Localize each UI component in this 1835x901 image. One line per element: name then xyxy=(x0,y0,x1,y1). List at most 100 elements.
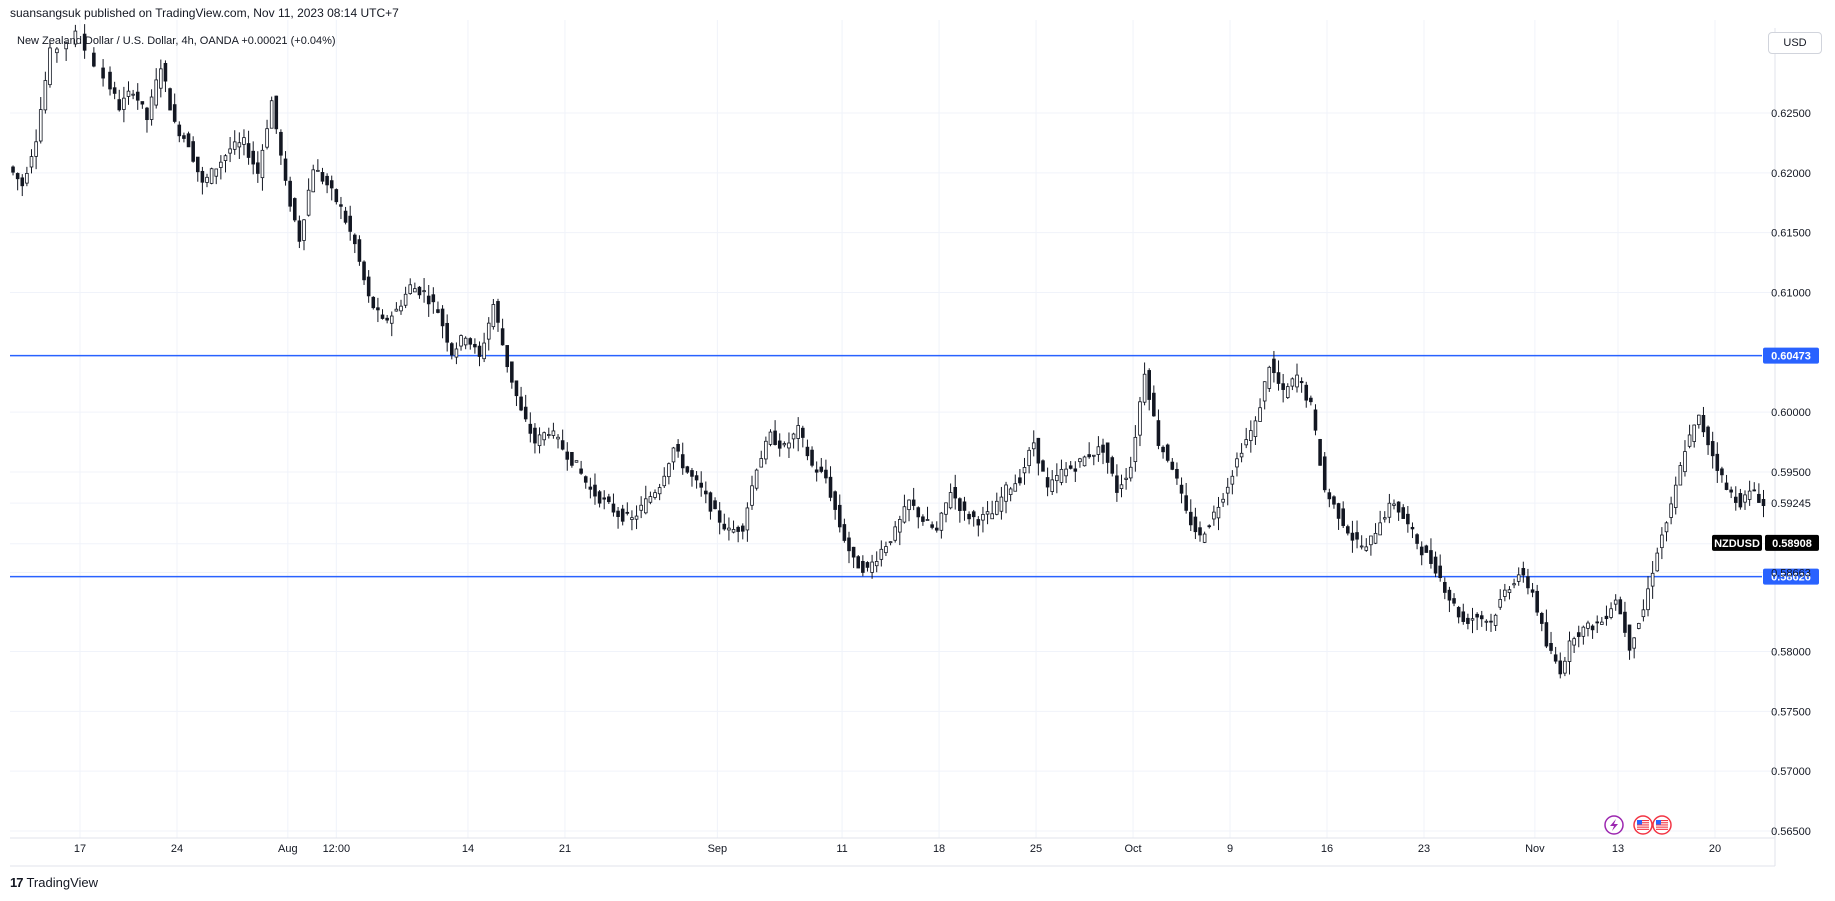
candle xyxy=(907,499,911,522)
candle xyxy=(297,215,302,249)
lightning-event-icon[interactable] xyxy=(1604,815,1624,835)
candle-body xyxy=(1276,372,1281,384)
event-markers[interactable] xyxy=(1604,815,1672,835)
candle-body xyxy=(1687,434,1692,447)
candle xyxy=(1406,505,1410,533)
candle xyxy=(302,219,306,251)
candle-body xyxy=(708,492,713,512)
currency-button[interactable]: USD xyxy=(1768,32,1822,54)
candle xyxy=(1549,631,1553,655)
candle-body xyxy=(861,561,865,573)
axes: 0.60473 0.58626 0.62500 0.62000 0.61500 0.610… xyxy=(10,28,1819,867)
candle-body xyxy=(1188,511,1193,526)
candle xyxy=(1022,457,1027,485)
candle xyxy=(1124,468,1128,490)
candle-body xyxy=(1567,640,1572,662)
candle-body xyxy=(1650,572,1655,587)
candle-body xyxy=(1175,468,1179,479)
candle-body xyxy=(1470,618,1475,621)
candle xyxy=(560,429,565,451)
candle xyxy=(251,141,255,175)
candle-body xyxy=(1720,468,1724,476)
flag-stripe xyxy=(1656,826,1668,828)
candle-body xyxy=(1429,550,1433,564)
candle-body xyxy=(667,463,671,478)
candle-body xyxy=(625,511,630,514)
candle xyxy=(1309,395,1313,406)
candle xyxy=(1101,438,1105,465)
x-tick-label: 14 xyxy=(462,843,474,855)
candle xyxy=(791,432,796,449)
candle-body xyxy=(1133,436,1138,463)
candle xyxy=(736,525,740,543)
tradingview-logo-icon: 17 xyxy=(10,875,24,890)
candle-body xyxy=(353,234,357,245)
candle-body xyxy=(1165,444,1170,461)
candle-body xyxy=(1678,465,1683,486)
us-flag-event-icon[interactable] xyxy=(1633,815,1653,835)
candle xyxy=(1544,609,1549,649)
candle-body xyxy=(477,345,482,357)
hline-price-label: 0.60473 xyxy=(1771,351,1811,363)
flag-stripe xyxy=(1637,820,1649,822)
candle-body xyxy=(971,511,976,518)
candle-body xyxy=(265,128,269,148)
candle-body xyxy=(20,177,25,187)
candle-body xyxy=(1221,498,1225,503)
candle xyxy=(842,518,847,543)
tradingview-brand[interactable]: 17 TradingView xyxy=(10,875,98,890)
candle-body xyxy=(1373,532,1378,544)
candle-body xyxy=(833,491,837,510)
candle-body xyxy=(117,99,122,111)
candle-body xyxy=(1073,468,1078,472)
horizontal-lines xyxy=(10,354,1762,578)
candle-body xyxy=(463,337,468,346)
candle-body xyxy=(1613,599,1618,605)
candle xyxy=(1202,531,1207,544)
candle-body xyxy=(690,470,694,477)
flag-stripe xyxy=(1656,820,1668,822)
candle xyxy=(1045,467,1050,497)
candle xyxy=(583,475,588,489)
candle xyxy=(1355,520,1359,549)
candle-body xyxy=(394,308,399,312)
x-tick-label: 13 xyxy=(1612,843,1624,855)
candle-body xyxy=(145,107,149,121)
candle xyxy=(223,154,228,173)
candle-body xyxy=(195,156,200,173)
candle xyxy=(685,465,690,474)
candle xyxy=(676,439,680,458)
candle-body xyxy=(1479,615,1484,620)
candle-body xyxy=(426,295,431,305)
candle-body xyxy=(122,97,126,110)
symbol-description[interactable]: New Zealand Dollar / U.S. Dollar, 4h, OA… xyxy=(17,35,336,47)
y-tick-label: 0.57000 xyxy=(1771,766,1811,778)
candle-body xyxy=(579,468,583,474)
candle-body xyxy=(302,219,306,241)
candle xyxy=(209,167,214,185)
candle-body xyxy=(316,169,320,172)
candle xyxy=(981,506,985,533)
candle-body xyxy=(1503,589,1507,597)
candle-body xyxy=(1207,525,1212,528)
candle-body xyxy=(1036,437,1041,464)
candle-body xyxy=(1604,615,1609,620)
candle xyxy=(1290,377,1295,391)
candle xyxy=(1212,505,1216,526)
candle-body xyxy=(108,71,112,90)
candle xyxy=(1590,624,1595,639)
candle-body xyxy=(283,158,288,181)
us-flag-event-icon[interactable] xyxy=(1652,815,1672,835)
symbol-tag-bg xyxy=(1712,534,1762,551)
candle xyxy=(1253,416,1258,445)
candle xyxy=(547,427,551,439)
candle xyxy=(43,71,48,114)
candle-body xyxy=(29,156,34,168)
candle-body xyxy=(1022,467,1027,474)
candle-body xyxy=(34,141,38,157)
candle-body xyxy=(214,168,219,177)
candle-body xyxy=(814,469,819,473)
candle-body xyxy=(371,296,376,309)
candle-body xyxy=(542,432,546,441)
